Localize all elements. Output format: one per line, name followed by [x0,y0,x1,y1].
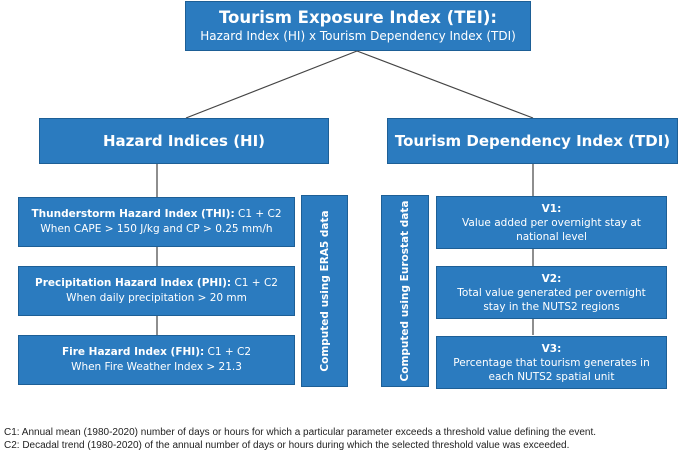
eurostat-label-box: Computed using Eurostat data [381,195,429,387]
footnote-c2: C2: Decadal trend (1980-2020) of the ann… [4,440,570,451]
hazard-indices-label: Hazard Indices (HI) [102,132,266,150]
fire-hazard-condition: When Fire Weather Index > 21.3 [71,361,242,373]
era5-label: Computed using ERA5 data [318,210,331,372]
precipitation-hazard-condition: When daily precipitation > 20 mm [66,292,247,304]
thunderstorm-hazard-name: Thunderstorm Hazard Index (THI): [31,208,235,220]
thunderstorm-hazard-box: Thunderstorm Hazard Index (THI): C1 + C2… [18,197,295,247]
fire-hazard-suffix: C1 + C2 [207,346,252,358]
hazard-indices-header: Hazard Indices (HI) [39,118,329,164]
tdi-v3-text: Percentage that tourism generates in eac… [453,356,650,383]
thunderstorm-hazard-condition: When CAPE > 150 J/kg and CP > 0.25 mm/h [40,223,273,235]
eurostat-label: Computed using Eurostat data [399,200,411,382]
precipitation-hazard-box: Precipitation Hazard Index (PHI): C1 + C… [18,266,295,316]
fire-hazard-name: Fire Hazard Index (FHI): [61,346,205,358]
tdi-v3-code: V3: [541,342,562,355]
tdi-v3-box: V3: Percentage that tourism generates in… [436,336,667,389]
era5-label-box: Computed using ERA5 data [301,195,348,387]
thunderstorm-hazard-suffix: C1 + C2 [238,208,282,220]
fire-hazard-box: Fire Hazard Index (FHI): C1 + C2 When Fi… [18,335,295,385]
tdi-v2-box: V2: Total value generated per overnight … [436,266,667,319]
tdi-v1-text: Value added per overnight stay at nation… [462,216,641,243]
connector-tei-to-hi [185,50,358,119]
tei-title: Tourism Exposure Index (TEI): [218,8,498,27]
tei-subtitle: Hazard Index (HI) x Tourism Dependency I… [200,29,516,43]
connector-tei-to-tdi [356,50,534,119]
precipitation-hazard-suffix: C1 + C2 [234,277,278,289]
tdi-header: Tourism Dependency Index (TDI) [387,118,678,164]
tdi-v1-code: V1: [541,202,562,215]
footnote-c1: C1: Annual mean (1980-2020) number of da… [4,427,597,438]
tdi-header-label: Tourism Dependency Index (TDI) [394,132,671,150]
precipitation-hazard-name: Precipitation Hazard Index (PHI): [35,277,232,289]
tdi-v2-code: V2: [541,272,562,285]
tdi-v2-text: Total value generated per overnight stay… [457,286,646,313]
footnotes: C1: Annual mean (1980-2020) number of da… [4,426,684,452]
tei-box: Tourism Exposure Index (TEI): Hazard Ind… [185,1,531,51]
tdi-v1-box: V1: Value added per overnight stay at na… [436,196,667,249]
